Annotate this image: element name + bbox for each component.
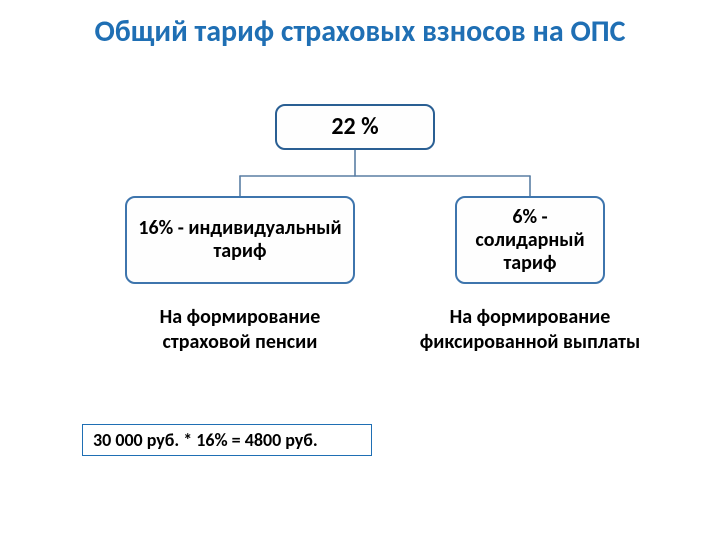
slide: Общий тариф страховых взносов на ОПС 22 … xyxy=(0,0,720,540)
calculation-box: 30 000 руб. * 16% = 4800 руб. xyxy=(82,424,372,456)
tree-connectors xyxy=(0,0,720,540)
root-node: 22 % xyxy=(275,104,435,150)
slide-title: Общий тариф страховых взносов на ОПС xyxy=(0,14,720,50)
caption-left: На формирование страховой пенсии xyxy=(115,305,365,355)
caption-right: На формирование фиксированной выплаты xyxy=(405,305,655,355)
child-node-right: 6% - солидарный тариф xyxy=(455,196,605,284)
child-node-left: 16% - индивидуальный тариф xyxy=(125,196,355,284)
